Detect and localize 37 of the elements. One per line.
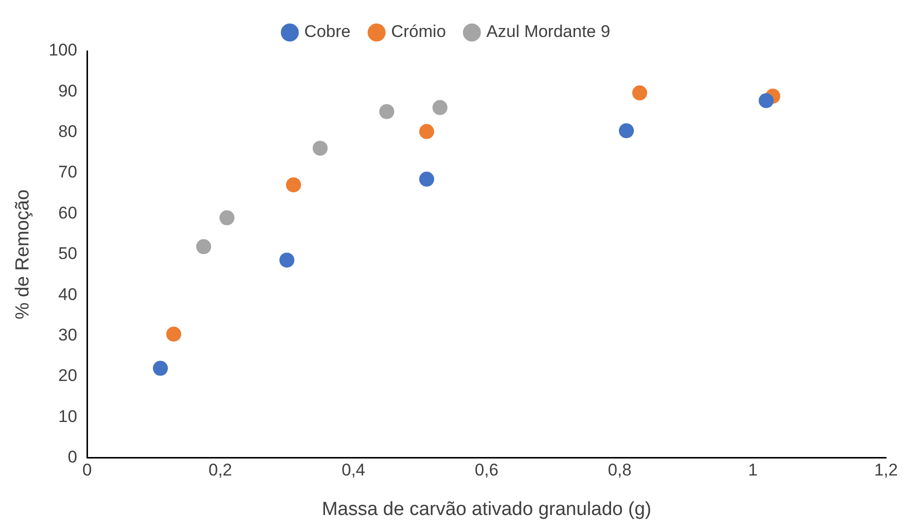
y-tick-label: 70 xyxy=(58,162,78,182)
legend-label: Cobre xyxy=(304,22,351,42)
y-tick-label: 40 xyxy=(58,284,78,304)
point xyxy=(196,239,212,254)
point xyxy=(279,252,294,268)
x-tick-label: 0,8 xyxy=(608,460,632,480)
y-axis-title: % de Remoção xyxy=(12,189,34,320)
x-tick-label: 0 xyxy=(82,460,92,480)
legend-label: Azul Mordante 9 xyxy=(486,22,610,42)
point xyxy=(632,85,648,100)
point xyxy=(432,100,448,116)
y-tick-label: 10 xyxy=(58,406,78,426)
point xyxy=(758,93,774,108)
point xyxy=(618,123,634,138)
x-axis-title: Massa de carvão ativado granulado (g) xyxy=(322,498,652,520)
y-tick-label: 80 xyxy=(58,122,78,142)
legend-label: Crómio xyxy=(391,22,446,42)
x-tick-label: 0,2 xyxy=(208,460,232,480)
point xyxy=(379,104,394,120)
point xyxy=(419,124,434,140)
x-tick-label: 1 xyxy=(748,460,758,480)
point xyxy=(152,360,168,376)
point xyxy=(286,177,302,192)
y-tick-label: 50 xyxy=(58,244,78,264)
y-tick-label: 0 xyxy=(68,447,78,466)
x-tick-label: 1,2 xyxy=(874,460,898,480)
point xyxy=(219,210,234,226)
x-tick-label: 0,6 xyxy=(474,460,498,480)
y-tick-label: 60 xyxy=(58,203,78,222)
point xyxy=(419,172,434,187)
point xyxy=(166,326,182,342)
point xyxy=(312,140,328,156)
y-tick-label: 100 xyxy=(48,40,78,60)
y-tick-label: 90 xyxy=(58,81,78,100)
y-tick-label: 20 xyxy=(58,366,78,386)
y-tick-label: 30 xyxy=(58,325,78,344)
x-tick-label: 0,4 xyxy=(342,460,366,480)
